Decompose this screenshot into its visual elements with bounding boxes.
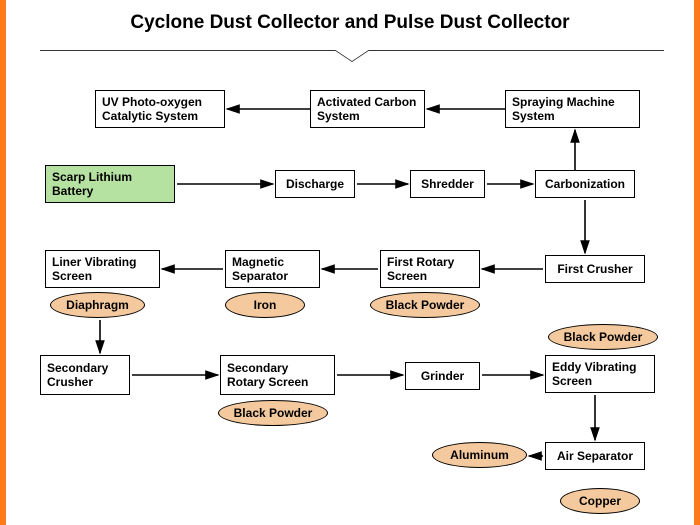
oval-black-powder-1: Black Powder (370, 292, 480, 318)
oval-copper: Copper (560, 488, 640, 514)
node-spraying-machine: Spraying Machine System (505, 90, 640, 128)
node-first-crusher: First Crusher (545, 255, 645, 283)
node-carbonization: Carbonization (535, 170, 635, 198)
title-chevron (334, 50, 370, 62)
oval-black-powder-3: Black Powder (218, 400, 328, 426)
diagram-title: Cyclone Dust Collector and Pulse Dust Co… (0, 12, 700, 34)
node-discharge: Discharge (275, 170, 355, 198)
oval-black-powder-2: Black Powder (548, 324, 658, 350)
node-activated-carbon: Activated Carbon System (310, 90, 425, 128)
node-eddy-vibrating-screen: Eddy Vibrating Screen (545, 355, 655, 393)
node-air-separator: Air Separator (545, 442, 645, 470)
title-rule-right (368, 50, 664, 51)
node-scarp-lithium-battery: Scarp Lithium Battery (45, 165, 175, 203)
node-secondary-crusher: Secondary Crusher (40, 355, 130, 395)
node-uv-photo-oxygen: UV Photo-oxygen Catalytic System (95, 90, 225, 128)
node-secondary-rotary-screen: Secondary Rotary Screen (220, 355, 335, 395)
oval-diaphragm: Diaphragm (50, 292, 145, 318)
node-grinder: Grinder (405, 362, 480, 390)
title-rule-left (40, 50, 336, 51)
node-liner-vibrating-screen: Liner Vibrating Screen (45, 250, 160, 288)
node-shredder: Shredder (410, 170, 485, 198)
node-magnetic-separator: Magnetic Separator (225, 250, 320, 288)
oval-iron: Iron (225, 292, 305, 318)
oval-aluminum: Aluminum (432, 442, 527, 468)
node-first-rotary-screen: First Rotary Screen (380, 250, 480, 288)
